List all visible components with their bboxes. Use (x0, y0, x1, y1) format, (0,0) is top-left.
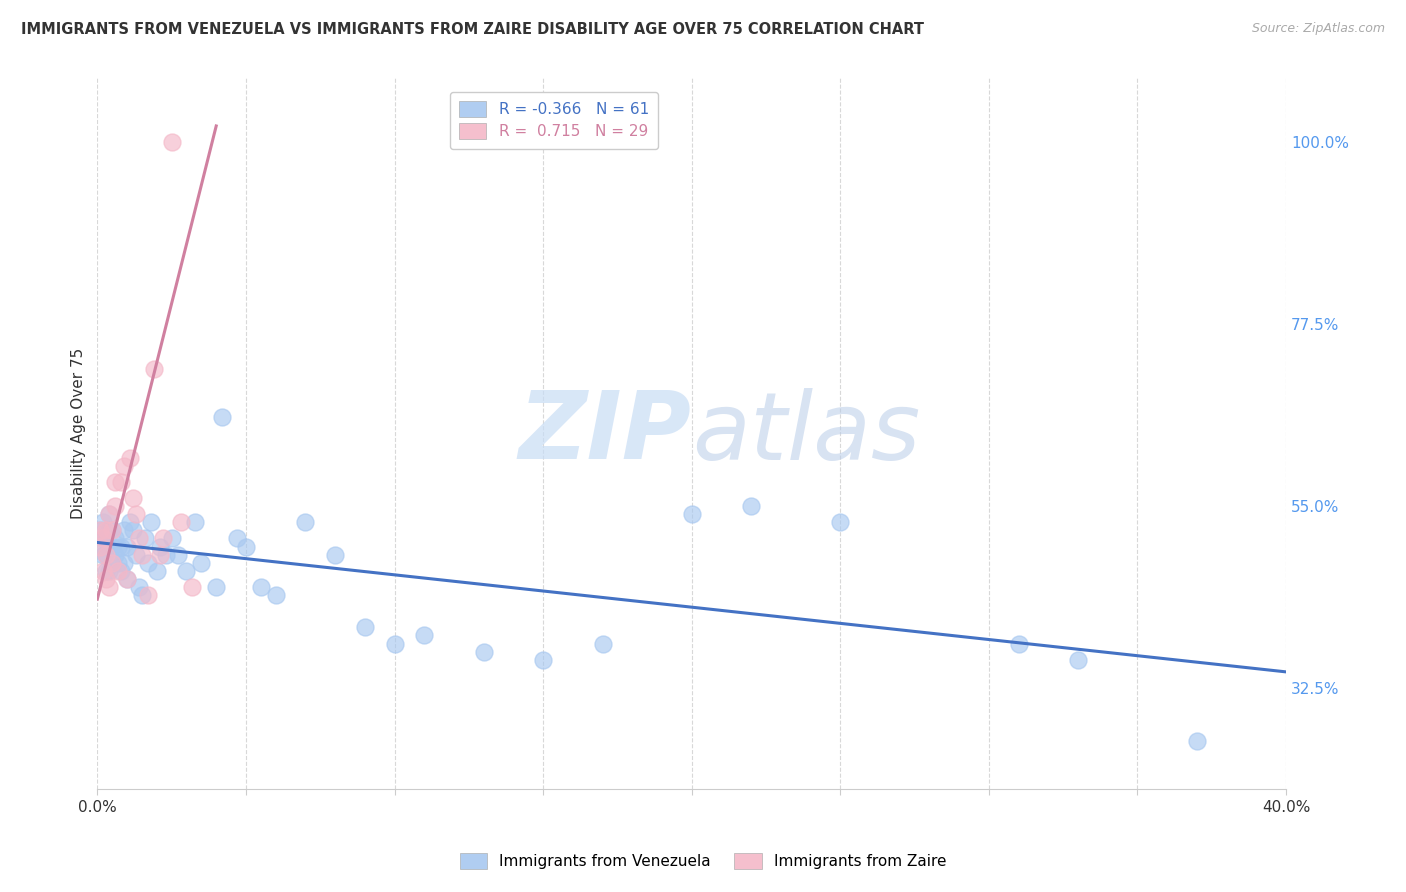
Point (118, 515, 141, 529)
Point (98, 580, 121, 594)
Point (136, 588, 159, 602)
Text: ZIP: ZIP (519, 387, 692, 479)
Point (136, 556, 159, 570)
Point (101, 556, 124, 570)
Point (91, 515, 114, 529)
Point (104, 548, 127, 562)
Point (112, 524, 135, 538)
Point (160, 135, 183, 149)
Point (384, 636, 406, 650)
Point (353, 620, 375, 634)
Point (149, 548, 172, 562)
Point (155, 548, 177, 562)
Legend: R = -0.366   N = 61, R =  0.715   N = 29: R = -0.366 N = 61, R = 0.715 N = 29 (450, 92, 658, 149)
Point (169, 515, 191, 529)
Point (211, 410, 233, 425)
Point (125, 507, 148, 521)
Point (101, 540, 124, 554)
Point (190, 556, 212, 570)
Point (107, 540, 129, 554)
Point (98, 507, 121, 521)
Point (118, 450, 141, 465)
Point (96, 572, 118, 586)
Point (142, 361, 165, 376)
Point (152, 532, 174, 546)
Point (112, 458, 135, 473)
Point (1185, 733, 1208, 747)
Point (89, 540, 111, 554)
Point (323, 548, 346, 562)
Point (830, 515, 852, 529)
Point (101, 524, 124, 538)
Point (249, 580, 271, 594)
Text: atlas: atlas (692, 388, 920, 479)
Point (115, 540, 138, 554)
Point (235, 540, 257, 554)
Point (107, 556, 129, 570)
Point (264, 588, 287, 602)
Point (91, 548, 114, 562)
Point (107, 564, 129, 578)
Point (122, 491, 145, 505)
Point (91, 564, 114, 578)
Point (98, 564, 121, 578)
Point (205, 580, 228, 594)
Point (149, 540, 172, 554)
Point (104, 532, 127, 546)
Point (128, 580, 150, 594)
Point (226, 532, 249, 546)
Point (96, 524, 118, 538)
Point (96, 548, 118, 562)
Point (128, 532, 150, 546)
Point (125, 548, 148, 562)
Point (96, 548, 118, 562)
Point (146, 564, 169, 578)
Point (139, 515, 162, 529)
Point (1067, 653, 1090, 667)
Point (181, 580, 204, 594)
Point (294, 515, 316, 529)
Point (104, 475, 127, 489)
Point (98, 540, 121, 554)
Point (89, 540, 111, 554)
Point (531, 653, 554, 667)
Point (134, 532, 156, 546)
Point (740, 499, 762, 513)
Point (89, 524, 111, 538)
Y-axis label: Disability Age Over 75: Disability Age Over 75 (72, 348, 86, 519)
Point (110, 540, 132, 554)
Point (472, 645, 495, 659)
Point (89, 524, 111, 538)
Point (110, 475, 132, 489)
Point (91, 532, 114, 546)
Point (160, 532, 183, 546)
Point (96, 564, 118, 578)
Point (413, 628, 436, 642)
Point (101, 524, 124, 538)
Point (592, 636, 614, 650)
Point (112, 556, 135, 570)
Point (104, 499, 127, 513)
Point (122, 524, 145, 538)
Point (98, 524, 121, 538)
Point (184, 515, 207, 529)
Point (1007, 636, 1029, 650)
Point (115, 572, 138, 586)
Legend: Immigrants from Venezuela, Immigrants from Zaire: Immigrants from Venezuela, Immigrants fr… (454, 847, 952, 875)
Point (110, 564, 132, 578)
Text: IMMIGRANTS FROM VENEZUELA VS IMMIGRANTS FROM ZAIRE DISABILITY AGE OVER 75 CORREL: IMMIGRANTS FROM VENEZUELA VS IMMIGRANTS … (21, 22, 924, 37)
Point (681, 507, 703, 521)
Point (101, 556, 124, 570)
Point (91, 532, 114, 546)
Point (115, 572, 138, 586)
Point (131, 548, 153, 562)
Point (176, 564, 198, 578)
Point (166, 548, 188, 562)
Point (131, 588, 153, 602)
Point (98, 507, 121, 521)
Text: Source: ZipAtlas.com: Source: ZipAtlas.com (1251, 22, 1385, 36)
Point (96, 532, 118, 546)
